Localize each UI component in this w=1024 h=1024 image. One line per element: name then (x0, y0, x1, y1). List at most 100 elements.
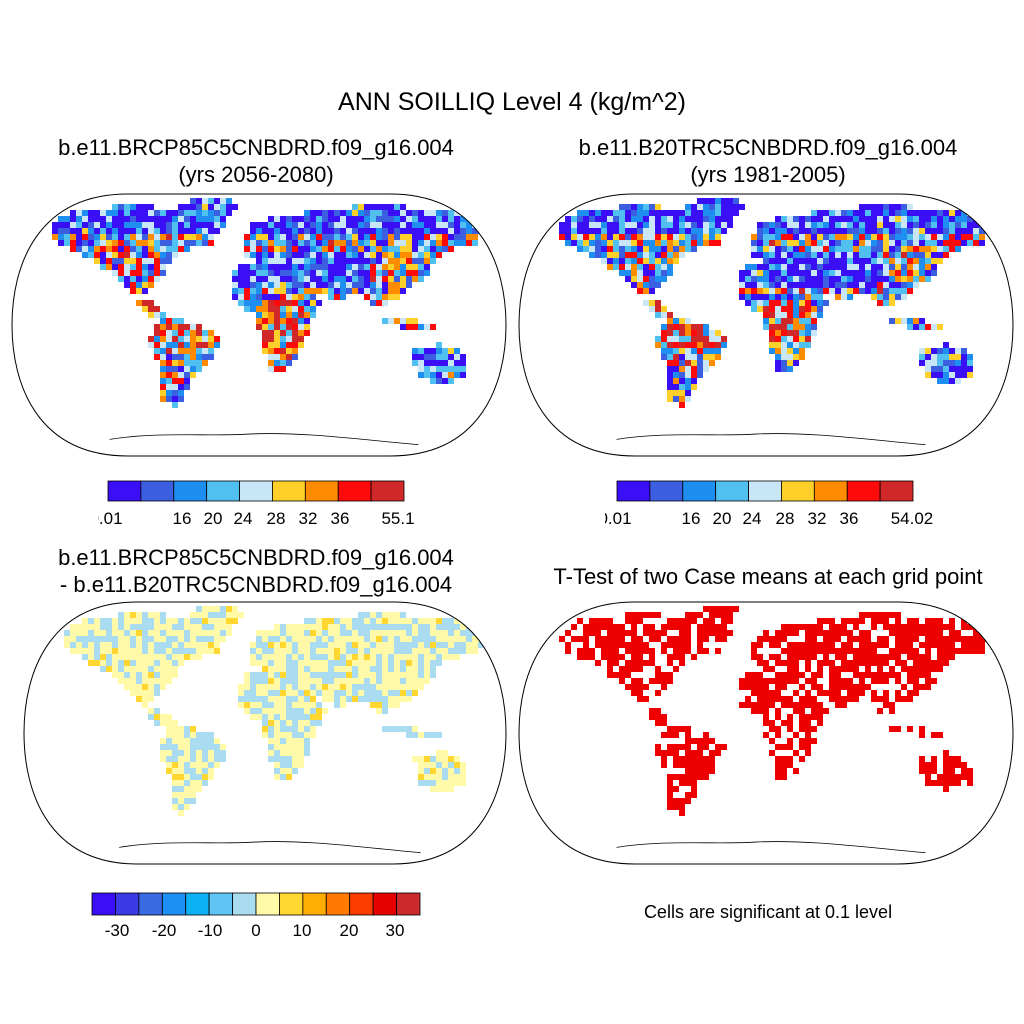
grid-cell (709, 216, 715, 222)
grid-cell (703, 630, 709, 636)
grid-cell (787, 306, 793, 312)
grid-cell (172, 750, 178, 756)
grid-cell (943, 774, 949, 780)
grid-cell (829, 216, 835, 222)
grid-cell (154, 246, 160, 252)
grid-cell (448, 246, 454, 252)
grid-cell (328, 228, 334, 234)
grid-cell (148, 204, 154, 210)
grid-cell (70, 648, 76, 654)
grid-cell (436, 234, 442, 240)
grid-cell (154, 228, 160, 234)
colorbar-box (304, 480, 339, 502)
grid-cell (388, 234, 394, 240)
grid-cell (388, 636, 394, 642)
grid-cell (154, 720, 160, 726)
grid-cell (430, 648, 436, 654)
grid-cell (805, 222, 811, 228)
grid-cell (673, 648, 679, 654)
grid-cell (697, 750, 703, 756)
case-map-frame (11, 193, 507, 457)
grid-cell (118, 228, 124, 234)
grid-cell (106, 630, 112, 636)
grid-cell (430, 378, 436, 384)
grid-cell (769, 336, 775, 342)
grid-cell (436, 732, 442, 738)
grid-cell (304, 252, 310, 258)
grid-cell (430, 210, 436, 216)
grid-cell (931, 222, 937, 228)
grid-cell (112, 240, 118, 246)
grid-cell (595, 246, 601, 252)
grid-cell (889, 708, 895, 714)
grid-cell (607, 648, 613, 654)
grid-cell (382, 726, 388, 732)
grid-cell (583, 228, 589, 234)
grid-cell (937, 378, 943, 384)
grid-cell (667, 732, 673, 738)
grid-cell (292, 246, 298, 252)
grid-cell (661, 330, 667, 336)
grid-cell (142, 636, 148, 642)
grid-cell (601, 642, 607, 648)
grid-cell (679, 804, 685, 810)
grid-cell (208, 648, 214, 654)
grid-cell (865, 252, 871, 258)
grid-cell (805, 276, 811, 282)
grid-cell (781, 282, 787, 288)
grid-cell (757, 240, 763, 246)
colorbar-tick-label: 20 (713, 509, 732, 528)
grid-cell (292, 348, 298, 354)
grid-cell (793, 300, 799, 306)
grid-cell (172, 222, 178, 228)
grid-cell (679, 216, 685, 222)
grid-cell (685, 204, 691, 210)
grid-cell (895, 624, 901, 630)
grid-cell (340, 618, 346, 624)
grid-cell (100, 636, 106, 642)
grid-cell (316, 654, 322, 660)
grid-cell (919, 246, 925, 252)
grid-cell (148, 636, 154, 642)
grid-cell (655, 210, 661, 216)
grid-cell (418, 276, 424, 282)
grid-cell (118, 648, 124, 654)
grid-cell (418, 780, 424, 786)
grid-cell (328, 624, 334, 630)
grid-cell (298, 234, 304, 240)
grid-cell (82, 642, 88, 648)
grid-cell (811, 672, 817, 678)
grid-cell (769, 276, 775, 282)
grid-cell (190, 636, 196, 642)
grid-cell (853, 282, 859, 288)
grid-cell (697, 216, 703, 222)
grid-cell (775, 678, 781, 684)
grid-cell (358, 234, 364, 240)
colorbar-box (272, 480, 306, 502)
grid-cell (346, 648, 352, 654)
grid-cell (919, 270, 925, 276)
grid-cell (256, 288, 262, 294)
grid-cell (376, 708, 382, 714)
grid-cell (691, 360, 697, 366)
grid-cell (607, 264, 613, 270)
grid-cell (268, 744, 274, 750)
grid-cell (394, 630, 400, 636)
grid-cell (196, 654, 202, 660)
grid-cell (346, 210, 352, 216)
grid-cell (178, 630, 184, 636)
grid-cell (376, 222, 382, 228)
grid-cell (220, 210, 226, 216)
grid-cell (358, 678, 364, 684)
grid-cell (364, 294, 370, 300)
grid-cell (358, 642, 364, 648)
grid-cell (334, 696, 340, 702)
grid-cell (841, 630, 847, 636)
grid-cell (667, 246, 673, 252)
grid-cell (250, 648, 256, 654)
grid-cell (304, 294, 310, 300)
grid-cell (322, 660, 328, 666)
grid-cell (340, 648, 346, 654)
grid-cell (943, 756, 949, 762)
grid-cell (454, 756, 460, 762)
